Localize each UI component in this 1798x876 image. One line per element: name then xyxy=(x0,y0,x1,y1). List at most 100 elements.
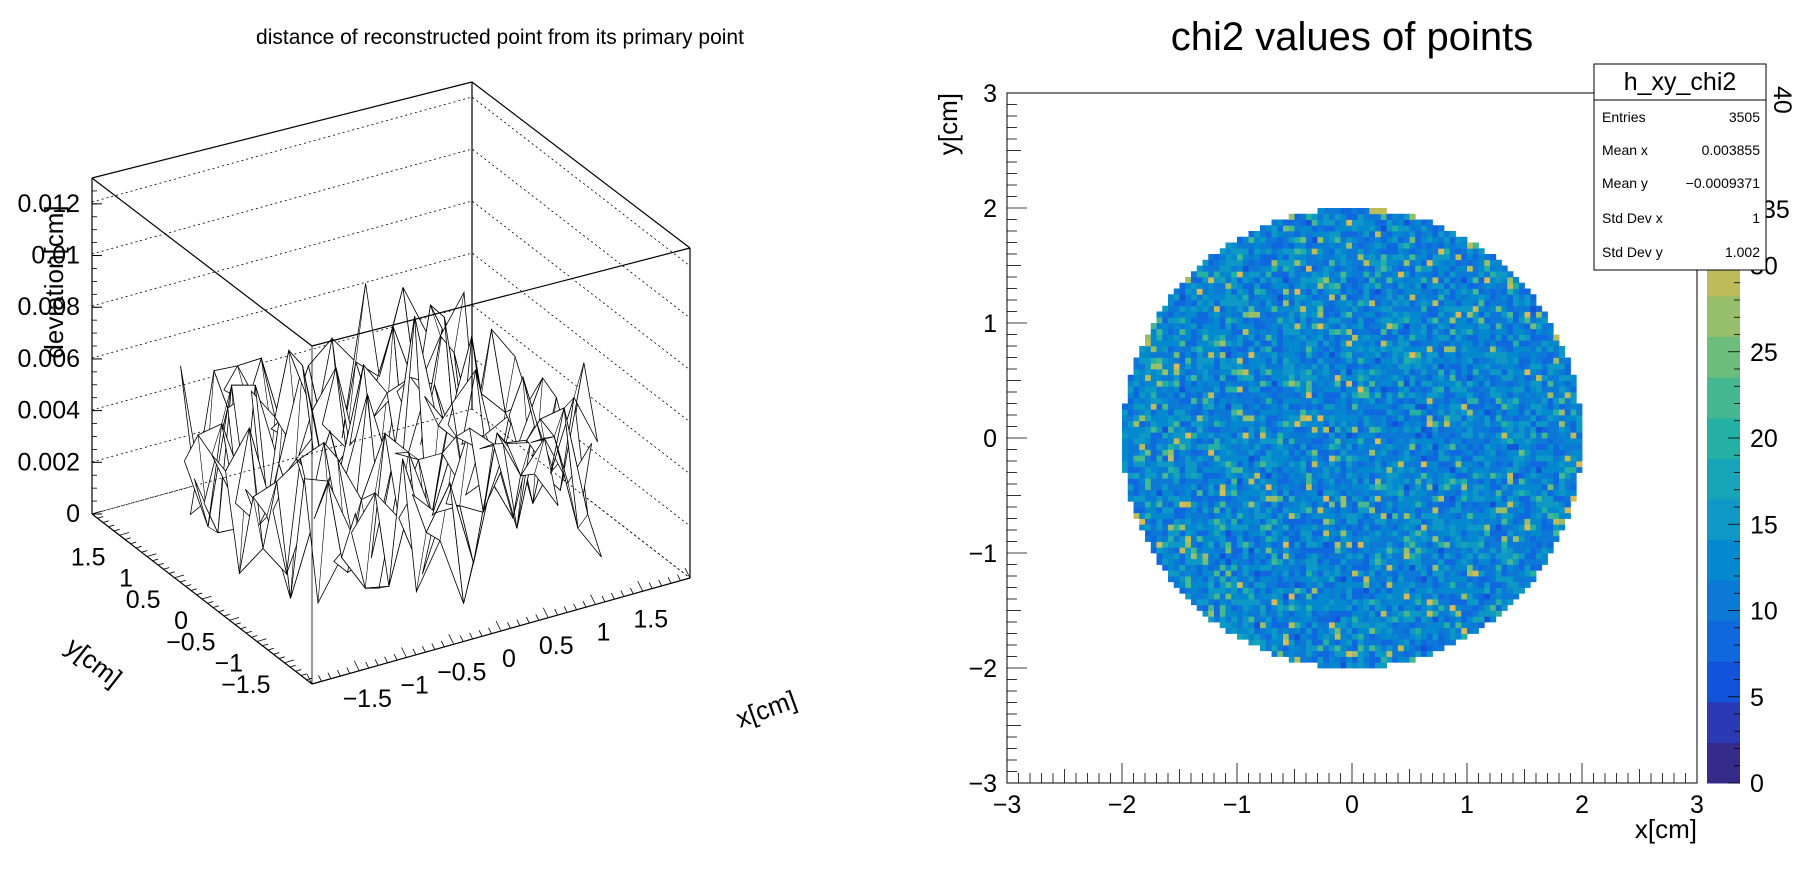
heatmap-cell xyxy=(1334,374,1341,381)
heatmap-cell xyxy=(1340,265,1347,272)
heatmap-cell xyxy=(1478,363,1485,370)
heatmap-cell xyxy=(1495,472,1502,479)
heatmap-cell xyxy=(1501,363,1508,370)
heatmap-cell xyxy=(1380,386,1387,393)
heatmap-cell xyxy=(1432,489,1439,496)
heatmap-cell xyxy=(1501,392,1508,399)
heatmap-cell xyxy=(1133,357,1140,364)
heatmap-cell xyxy=(1208,363,1215,370)
heatmap-cell xyxy=(1507,570,1514,577)
heatmap-cell xyxy=(1375,627,1382,634)
heatmap-cell xyxy=(1306,254,1313,261)
heatmap-cell xyxy=(1472,271,1479,278)
heatmap-cell xyxy=(1380,455,1387,462)
heatmap-cell xyxy=(1369,328,1376,335)
heatmap-cell xyxy=(1432,248,1439,255)
heatmap-cell xyxy=(1277,541,1284,548)
heatmap-cell xyxy=(1346,472,1353,479)
heatmap-cell xyxy=(1369,351,1376,358)
heatmap-cell xyxy=(1484,472,1491,479)
heatmap-cell xyxy=(1254,478,1261,485)
heatmap-cell xyxy=(1392,323,1399,330)
heatmap-cell xyxy=(1127,420,1134,427)
heatmap-cell xyxy=(1346,449,1353,456)
heatmap-cell xyxy=(1357,553,1364,560)
heatmap-cell xyxy=(1467,443,1474,450)
heatmap-cell xyxy=(1329,300,1336,307)
heatmap-cell xyxy=(1415,374,1422,381)
heatmap-cell xyxy=(1438,622,1445,629)
heatmap-cell xyxy=(1346,616,1353,623)
heatmap-cell xyxy=(1271,231,1278,238)
heatmap-cell xyxy=(1392,225,1399,232)
heatmap-cell xyxy=(1421,593,1428,600)
heatmap-cell xyxy=(1490,415,1497,422)
heatmap-cell xyxy=(1288,489,1295,496)
heatmap-cell xyxy=(1472,328,1479,335)
heatmap-cell xyxy=(1334,305,1341,312)
heatmap-cell xyxy=(1242,392,1249,399)
heatmap-cell xyxy=(1438,420,1445,427)
heatmap-cell xyxy=(1398,259,1405,266)
heatmap-cell xyxy=(1415,369,1422,376)
heatmap-cell xyxy=(1346,553,1353,560)
heatmap-cell xyxy=(1254,357,1261,364)
heatmap-cell xyxy=(1294,541,1301,548)
heatmap-cell xyxy=(1363,484,1370,491)
heatmap-cell xyxy=(1254,271,1261,278)
heatmap-cell xyxy=(1179,461,1186,468)
heatmap-cell xyxy=(1369,449,1376,456)
heatmap-cell xyxy=(1403,236,1410,243)
heatmap-cell xyxy=(1139,478,1146,485)
heatmap-cell xyxy=(1271,484,1278,491)
heatmap-cell xyxy=(1398,213,1405,220)
heatmap-cell xyxy=(1237,530,1244,537)
heatmap-cell xyxy=(1352,374,1359,381)
heatmap-cell xyxy=(1265,334,1272,341)
heatmap-cell xyxy=(1380,478,1387,485)
heatmap-cell xyxy=(1294,455,1301,462)
heatmap-cell xyxy=(1311,570,1318,577)
heatmap-cell xyxy=(1300,432,1307,439)
heatmap-cell xyxy=(1265,547,1272,554)
heatmap-cell xyxy=(1392,622,1399,629)
heatmap-cell xyxy=(1133,386,1140,393)
heatmap-cell xyxy=(1254,507,1261,514)
heatmap-cell xyxy=(1237,415,1244,422)
heatmap-cell xyxy=(1242,334,1249,341)
heatmap-cell xyxy=(1162,443,1169,450)
heatmap-cell xyxy=(1432,530,1439,537)
heatmap-cell xyxy=(1369,645,1376,652)
heatmap-cell xyxy=(1438,248,1445,255)
heatmap-cell xyxy=(1369,305,1376,312)
heatmap-cell xyxy=(1139,374,1146,381)
heatmap-cell xyxy=(1438,380,1445,387)
heatmap-cell xyxy=(1375,397,1382,404)
heatmap-cell xyxy=(1219,622,1226,629)
heatmap-cell xyxy=(1398,386,1405,393)
heatmap-cell xyxy=(1225,627,1232,634)
heatmap-cell xyxy=(1467,415,1474,422)
heatmap-cell xyxy=(1225,300,1232,307)
heatmap-cell xyxy=(1392,242,1399,249)
heatmap-cell xyxy=(1455,627,1462,634)
heatmap-cell xyxy=(1248,340,1255,347)
heatmap-cell xyxy=(1363,288,1370,295)
heatmap-cell xyxy=(1150,357,1157,364)
heatmap-cell xyxy=(1484,438,1491,445)
heatmap-cell xyxy=(1449,627,1456,634)
heatmap-cell xyxy=(1271,466,1278,473)
heatmap-cell xyxy=(1219,535,1226,542)
heatmap-cell xyxy=(1346,501,1353,508)
heatmap-cell xyxy=(1300,219,1307,226)
heatmap-cell xyxy=(1357,472,1364,479)
heatmap-cell xyxy=(1409,311,1416,318)
heatmap-cell xyxy=(1317,478,1324,485)
heatmap-cell xyxy=(1265,259,1272,266)
heatmap-cell xyxy=(1185,392,1192,399)
heatmap-cell xyxy=(1219,478,1226,485)
heatmap-cell xyxy=(1501,507,1508,514)
heatmap-cell xyxy=(1139,409,1146,416)
heatmap-cell xyxy=(1219,472,1226,479)
